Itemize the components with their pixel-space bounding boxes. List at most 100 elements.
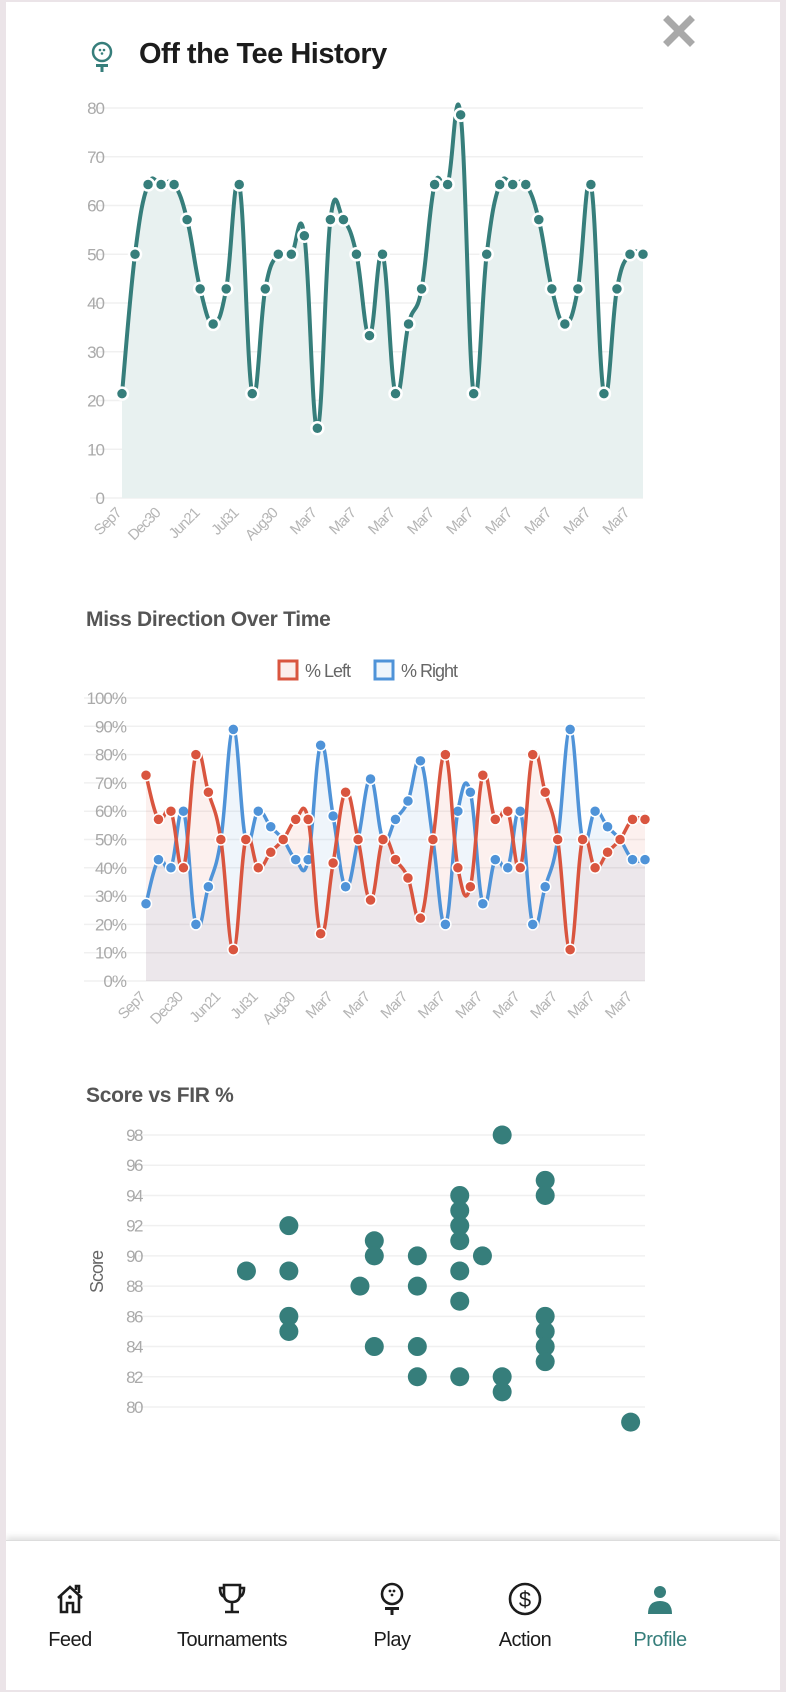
modal-header: Off the Tee History [6, 2, 780, 102]
data-point [576, 833, 589, 846]
data-point [414, 911, 427, 925]
data-point [501, 804, 515, 818]
y-tick-label: 86 [126, 1307, 143, 1326]
data-point [389, 813, 402, 826]
y-tick-label: 20% [95, 915, 127, 934]
data-point [350, 1276, 370, 1296]
data-point [314, 927, 327, 940]
miss-direction-chart: 0% 10% 20% 30% 40% 50% 60% 70% 80% 90% 100% % Left%… [84, 659, 652, 1028]
nav-action[interactable]: $ Action [460, 1541, 590, 1690]
legend-item-right: % Right [373, 659, 459, 681]
data-point [531, 212, 547, 227]
home-icon [57, 1584, 83, 1614]
y-tick-label: 94 [126, 1186, 143, 1205]
data-point [557, 316, 573, 332]
y-tick-label: 0% [103, 972, 126, 991]
data-point [538, 880, 552, 894]
data-point [492, 1125, 512, 1145]
data-point [245, 386, 260, 401]
data-point [401, 794, 415, 808]
data-point [440, 177, 455, 192]
data-point [152, 853, 165, 866]
nav-play[interactable]: Play [327, 1541, 457, 1690]
data-point [289, 853, 302, 866]
nav-label: Feed [48, 1629, 92, 1651]
data-point [535, 1185, 555, 1205]
data-point [214, 833, 228, 846]
legend-swatch [277, 659, 299, 681]
data-point [192, 281, 208, 297]
data-point [464, 880, 477, 894]
data-point [227, 723, 240, 736]
data-point [177, 861, 190, 875]
nav-feed[interactable]: Feed [6, 1541, 135, 1690]
data-point [426, 833, 440, 846]
nav-label: Profile [633, 1629, 687, 1651]
data-point [450, 1261, 470, 1281]
data-point [289, 813, 302, 826]
data-point [526, 748, 539, 761]
data-point [114, 386, 130, 401]
data-point [450, 1185, 470, 1205]
y-tick-label: 60 [87, 197, 104, 216]
y-tick-label: 90% [95, 717, 127, 736]
data-point [279, 1216, 299, 1236]
data-point [139, 897, 153, 910]
data-point [518, 177, 534, 192]
y-axis-label: Score [87, 1250, 107, 1293]
data-point [450, 1367, 470, 1387]
y-tick-label: 80 [87, 99, 104, 118]
y-tick-label: 30% [95, 887, 127, 906]
y-tick-label: 98 [126, 1126, 143, 1145]
data-point [339, 785, 352, 799]
data-point [492, 1382, 512, 1402]
nav-profile[interactable]: Profile [595, 1541, 725, 1690]
data-point [401, 316, 416, 332]
data-point [227, 943, 240, 956]
data-point [414, 754, 427, 768]
data-point [264, 820, 277, 834]
y-tick-label: 30 [87, 343, 104, 362]
data-point [401, 871, 415, 885]
data-point [489, 813, 502, 826]
data-point [276, 833, 290, 846]
legend-label: % Right [401, 661, 458, 681]
data-point [538, 785, 552, 799]
y-tick-label: 96 [126, 1156, 143, 1175]
data-point [563, 943, 577, 956]
data-point [613, 833, 627, 846]
golf-ball-on-tee-icon [380, 1582, 404, 1615]
data-point [388, 386, 403, 401]
data-point [189, 918, 203, 931]
data-point [453, 107, 468, 123]
data-point [638, 853, 652, 866]
y-tick-label: 100% [87, 689, 127, 708]
data-point [466, 386, 481, 401]
data-point [451, 861, 465, 875]
data-point [407, 1367, 427, 1387]
y-tick-label: 82 [126, 1368, 143, 1387]
legend-item-left: % Left [277, 659, 352, 681]
data-point [492, 1367, 512, 1387]
data-point [164, 804, 178, 818]
data-point [279, 1321, 299, 1341]
data-point [166, 177, 182, 192]
data-point [535, 1306, 555, 1326]
data-point [626, 853, 639, 866]
data-point [621, 1412, 641, 1432]
data-point [407, 1337, 427, 1357]
close-icon[interactable] [662, 14, 696, 48]
dollar-circle-icon: $ [508, 1582, 542, 1616]
data-point [570, 281, 586, 297]
data-point [535, 1352, 555, 1372]
data-point [563, 723, 577, 736]
data-point [414, 281, 429, 297]
data-point [588, 861, 602, 875]
svg-text:$: $ [519, 1587, 531, 1612]
data-point [551, 833, 564, 846]
data-point [635, 247, 651, 262]
y-tick-label: 70% [95, 774, 127, 793]
data-point [202, 785, 215, 799]
data-point [596, 386, 612, 401]
nav-tournaments[interactable]: Tournaments [167, 1541, 297, 1690]
